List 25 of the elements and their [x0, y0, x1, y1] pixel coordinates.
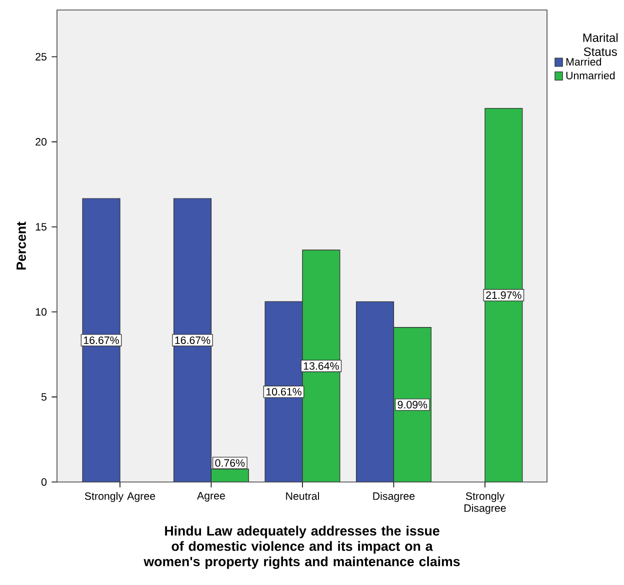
- data-label: 21.97%: [486, 291, 522, 299]
- data-label: 16.67%: [84, 336, 119, 344]
- y-tick-label: 0: [41, 478, 47, 486]
- x-tick-label: Strongly Disagree: [464, 492, 506, 514]
- legend-label: Married: [566, 58, 602, 66]
- legend-label: Unmarried: [566, 71, 615, 80]
- x-tick-label: Neutral: [286, 492, 319, 500]
- legend-title: Marital Status: [583, 33, 618, 56]
- x-axis-title: Hindu Law adequately addresses the issue of domestic violence and its impact on a women's property rights and maintenance claims: [144, 526, 460, 569]
- y-tick-label: 20: [36, 138, 47, 146]
- data-label: 16.67%: [175, 336, 210, 344]
- data-label: 10.61%: [266, 388, 302, 396]
- y-tick-label: 15: [36, 223, 46, 231]
- y-axis-title: Percent: [16, 222, 26, 270]
- data-label: 9.09%: [398, 400, 428, 408]
- x-tick-label: Agree: [197, 492, 225, 502]
- x-tick-label: Strongly Agree: [84, 492, 156, 502]
- y-tick-label: 10: [36, 308, 47, 316]
- data-label: 0.76%: [215, 459, 245, 467]
- y-tick-label: 25: [36, 52, 46, 61]
- y-tick-label: 5: [41, 393, 46, 401]
- bar: [484, 108, 523, 482]
- x-tick-label: Disagree: [373, 492, 415, 502]
- data-label: 13.64%: [304, 362, 339, 370]
- bar: [82, 198, 120, 482]
